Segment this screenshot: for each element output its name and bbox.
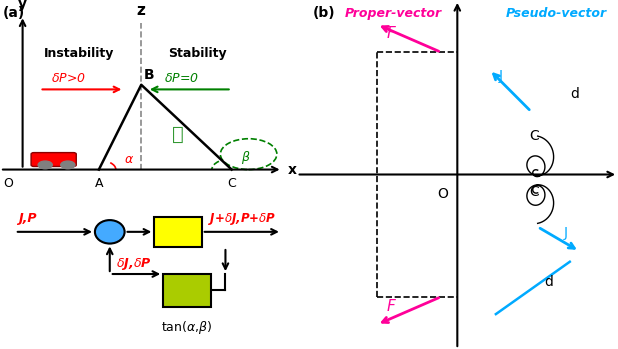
- Text: $\beta$: $\beta$: [241, 149, 250, 166]
- Text: $\delta$P=0: $\delta$P=0: [164, 72, 199, 85]
- Text: Proper-vector: Proper-vector: [345, 7, 442, 21]
- Text: y: y: [18, 0, 27, 11]
- Text: Instability: Instability: [44, 47, 114, 60]
- Text: $\delta$J,$\delta$P: $\delta$J,$\delta$P: [116, 256, 151, 272]
- Text: J,P: J,P: [18, 213, 36, 225]
- Text: $\delta$P>0: $\delta$P>0: [51, 72, 86, 85]
- Text: F: F: [387, 27, 396, 42]
- Text: d: d: [544, 275, 553, 289]
- Text: (b): (b): [313, 6, 336, 21]
- Circle shape: [61, 161, 75, 169]
- Text: (a): (a): [3, 6, 25, 20]
- Text: d: d: [570, 87, 578, 101]
- Text: Pseudo-vector: Pseudo-vector: [506, 7, 607, 21]
- Text: Stability: Stability: [169, 47, 227, 60]
- Text: x: x: [288, 163, 297, 177]
- Text: $\alpha$: $\alpha$: [124, 154, 134, 166]
- Circle shape: [95, 220, 125, 244]
- FancyBboxPatch shape: [154, 217, 201, 247]
- Text: J+$\delta$J,P+$\delta$P: J+$\delta$J,P+$\delta$P: [208, 211, 276, 228]
- Text: z: z: [137, 3, 146, 18]
- FancyBboxPatch shape: [31, 153, 76, 166]
- Text: C: C: [530, 185, 540, 199]
- Text: F: F: [387, 299, 396, 314]
- Text: O: O: [4, 177, 14, 190]
- Text: J: J: [564, 226, 567, 240]
- Text: J: J: [499, 69, 503, 83]
- Text: tan($\alpha$,$\beta$): tan($\alpha$,$\beta$): [161, 319, 213, 336]
- Text: B: B: [144, 68, 154, 82]
- Text: O: O: [437, 187, 447, 201]
- Text: 🚗: 🚗: [172, 125, 184, 143]
- Text: C: C: [227, 177, 236, 190]
- FancyBboxPatch shape: [163, 274, 211, 307]
- Text: C: C: [530, 129, 540, 143]
- Text: A: A: [95, 177, 103, 190]
- Circle shape: [38, 161, 53, 169]
